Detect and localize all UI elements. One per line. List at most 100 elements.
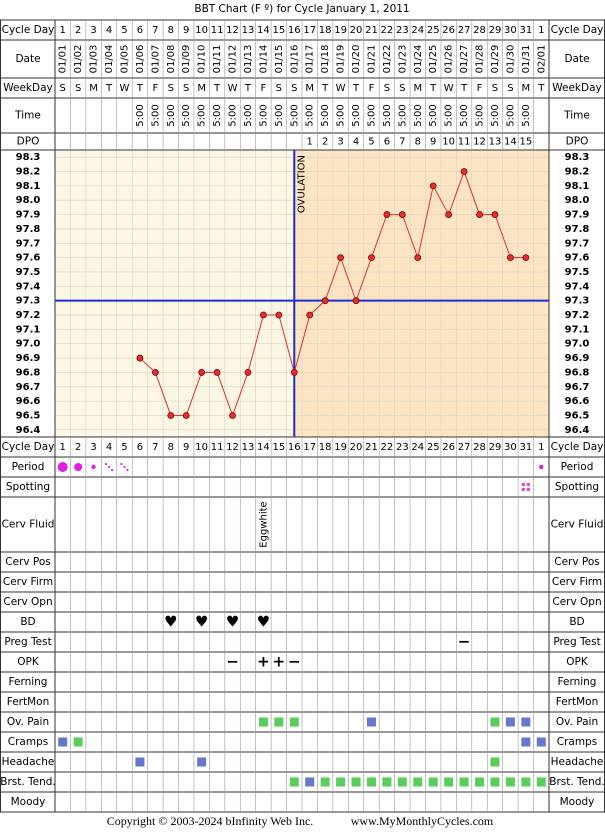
symptom-mark [366, 717, 376, 727]
cell-days: 24 [411, 442, 424, 453]
temp-point [507, 254, 514, 262]
symptom-mark [505, 777, 515, 787]
cell-dpo: 3 [337, 137, 343, 148]
period-mark [107, 465, 111, 469]
cell-weekdays: S [75, 83, 81, 94]
cell-weekdays: F [369, 83, 375, 94]
follicular-shade [55, 150, 295, 437]
row-label: Spotting [555, 481, 599, 493]
symptom-mark [490, 717, 500, 727]
symptom-mark [135, 757, 145, 767]
symptom-mark [274, 717, 284, 727]
symptom-mark [536, 777, 546, 787]
symptom-mark: − [226, 653, 239, 671]
cell-weekdays: T [321, 83, 329, 94]
cell-dpo: 15 [519, 137, 532, 148]
temp-point [429, 182, 437, 190]
cell-weekdays: T [244, 83, 252, 94]
temp-point [244, 369, 252, 376]
y-tick-label: 97.9 [16, 210, 41, 221]
cell-dates: 01/08 [166, 45, 177, 74]
y-tick-label: 96.4 [16, 425, 41, 436]
row-label: Headache [2, 756, 55, 768]
cell-days: 3 [90, 442, 96, 453]
temp-point [290, 369, 298, 376]
cell-days: 22 [381, 442, 394, 453]
cell-days: 30 [504, 25, 517, 36]
symptom-mark [475, 777, 485, 787]
cell-dates: 01/03 [89, 45, 100, 74]
cell-times: 5:00 [459, 104, 470, 126]
cell-weekdays: T [105, 83, 113, 94]
cell-weekdays: M [413, 83, 422, 94]
cell-times: 5:00 [428, 104, 439, 126]
cell-days: 7 [152, 442, 158, 453]
cell-weekdays: W [120, 83, 130, 94]
cell-dpo: 6 [384, 137, 390, 148]
y-tick-label-right: 96.5 [565, 410, 590, 421]
cell-dpo: 10 [442, 137, 455, 148]
cell-weekdays: S [384, 83, 390, 94]
spotting-mark [526, 482, 531, 487]
temp-point [491, 211, 499, 218]
symptom-mark [521, 717, 531, 727]
period-mark [74, 463, 83, 471]
cell-dpo: 8 [415, 137, 421, 148]
row-label: Cerv Pos [554, 556, 600, 568]
row-label: FertMon [556, 696, 599, 708]
temp-point [445, 211, 453, 218]
cell-dates: 01/21 [366, 45, 377, 74]
cell-days: 29 [489, 442, 502, 453]
cell-days: 15 [272, 25, 285, 36]
y-tick-label: 96.8 [16, 367, 41, 378]
symptom-mark [505, 717, 515, 727]
row-label: Cerv Opn [3, 596, 52, 608]
cell-days: 17 [303, 442, 316, 453]
cell-dates: 01/16 [289, 45, 300, 74]
cell-times: 5:00 [243, 104, 254, 126]
symptom-mark [289, 717, 299, 727]
cell-weekdays: S [507, 83, 513, 94]
cell-weekdays: M [522, 83, 531, 94]
y-tick-label-right: 97.4 [565, 281, 590, 292]
cell-days: 14 [257, 442, 270, 453]
row-label: Cerv Pos [5, 556, 51, 568]
cell-days: 23 [396, 25, 409, 36]
cell-dates: 01/29 [490, 45, 501, 74]
symptom-mark: − [458, 633, 471, 651]
cell-days: 25 [427, 442, 440, 453]
row-label: Ov. Pain [7, 716, 49, 728]
y-tick-label: 98.2 [16, 167, 41, 178]
temp-point [275, 311, 283, 319]
cell-times: 5:00 [444, 104, 455, 126]
cell-days: 27 [458, 25, 471, 36]
cell-dates: 01/14 [258, 45, 269, 74]
cell-days: 26 [442, 25, 455, 36]
cell-weekdays: S [291, 83, 297, 94]
row-label: Cerv Fluid [2, 519, 55, 531]
spotting-mark [526, 487, 531, 492]
cell-days: 10 [195, 25, 208, 36]
symptom-mark [258, 717, 268, 727]
symptom-mark [351, 777, 361, 787]
cell-weekdays: S [492, 83, 498, 94]
y-tick-label: 98.0 [16, 195, 41, 206]
cell-dates: 01/09 [181, 45, 192, 74]
y-tick-label: 97.4 [16, 281, 41, 292]
cell-times: 5:00 [258, 104, 269, 126]
temp-point [167, 412, 175, 419]
cell-dpo: 13 [489, 137, 502, 148]
symptom-mark: ♥ [257, 613, 270, 631]
temp-point [182, 412, 190, 419]
cell-days: 2 [75, 442, 81, 453]
site-link: www.MyMonthlyCycles.com [351, 814, 494, 828]
cell-days: 24 [411, 25, 424, 36]
y-tick-label: 97.8 [16, 224, 41, 235]
cell-dates: 01/18 [320, 45, 331, 74]
cell-times: 5:00 [212, 104, 223, 126]
cell-weekdays: W [444, 83, 454, 94]
cell-weekdays: T [429, 83, 437, 94]
cell-days: 30 [504, 442, 517, 453]
cell-days: 13 [242, 25, 255, 36]
symptom-mark [444, 777, 454, 787]
